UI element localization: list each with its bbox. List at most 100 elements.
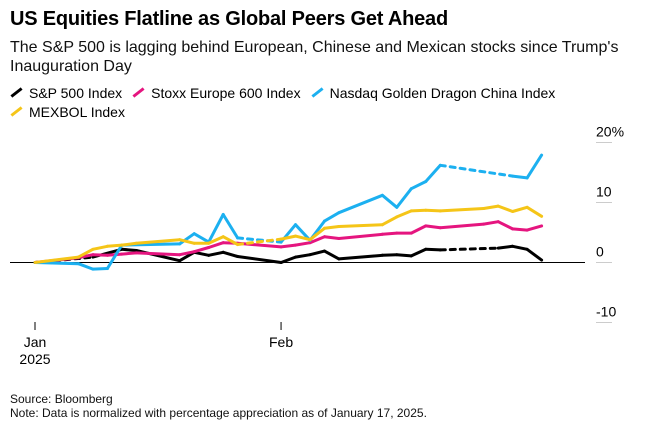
- series-segment: [236, 255, 283, 264]
- series-segment: [380, 215, 399, 227]
- x-tick-sublabel: 2025: [19, 351, 50, 367]
- series-segment: [323, 249, 341, 261]
- series-segment: [91, 267, 109, 271]
- series-segment: [337, 223, 384, 228]
- legend-item: MEXBOL Index: [10, 103, 125, 122]
- series-segment: [496, 220, 515, 231]
- series-segment: [525, 153, 544, 180]
- y-tick-label: -10: [596, 304, 616, 320]
- series-segment: [337, 193, 384, 215]
- series-segment: [409, 224, 428, 235]
- y-tick-label: 10: [596, 184, 612, 200]
- series-segment: [438, 222, 486, 230]
- series-segment: [192, 246, 211, 254]
- series-segment: [337, 253, 384, 261]
- chart-footer: Source: Bloomberg Note: Data is normaliz…: [10, 392, 427, 420]
- series-segment: [236, 241, 283, 249]
- series-segment: [207, 241, 225, 249]
- chart-title: US Equities Flatline as Global Peers Get…: [10, 8, 448, 30]
- legend-item: S&P 500 Index: [10, 84, 122, 103]
- series-segment: [337, 232, 384, 240]
- x-tick-label: Feb: [269, 334, 293, 350]
- series-segment: [178, 238, 196, 245]
- series-segment: [525, 224, 544, 232]
- series-segment: [76, 247, 95, 259]
- series-segment: [511, 244, 529, 251]
- series-segment: [33, 255, 80, 264]
- series-segment: [221, 250, 240, 258]
- series-segment: [221, 213, 240, 240]
- series-segment: [308, 235, 326, 245]
- series-segment: [120, 247, 138, 252]
- legend-label: S&P 500 Index: [29, 85, 123, 101]
- series-segment: [279, 255, 297, 264]
- series-segment: [192, 250, 211, 257]
- series-segment: [438, 163, 515, 178]
- series-segment: [424, 224, 442, 230]
- legend-label: MEXBOL Index: [29, 104, 125, 120]
- series-segment: [511, 174, 529, 180]
- series-segment: [207, 213, 225, 244]
- legend-item: Nasdaq Golden Dragon China Index: [311, 84, 556, 103]
- legend-label: Nasdaq Golden Dragon China Index: [329, 85, 556, 101]
- series-segment: [120, 251, 138, 256]
- series-segment: [178, 250, 196, 257]
- series-segment: [207, 250, 225, 257]
- series-segment: [323, 225, 341, 230]
- series-segment: [294, 241, 312, 247]
- series-segment: [380, 231, 399, 236]
- series-segment: [438, 246, 500, 252]
- series-segment: [308, 249, 326, 257]
- series-segment: [525, 205, 544, 218]
- series-segment: [207, 235, 225, 245]
- series-segment: [496, 244, 515, 250]
- series-segment: [380, 253, 399, 257]
- series-segment: [409, 208, 428, 213]
- series-segment: [525, 247, 544, 262]
- source-note: Source: Bloomberg: [10, 392, 113, 406]
- series-segment: [279, 234, 297, 241]
- series-segment: [380, 193, 399, 209]
- series-segment: [511, 205, 529, 213]
- legend-item: Stoxx Europe 600 Index: [132, 84, 301, 103]
- series-segment: [511, 227, 529, 232]
- series-segment: [323, 235, 341, 240]
- series-segment: [236, 237, 283, 246]
- series-segment: [395, 253, 413, 258]
- series-segment: [424, 247, 442, 252]
- x-tick-label: Jan: [24, 334, 47, 350]
- chart-subtitle: The S&P 500 is lagging behind European, …: [10, 39, 619, 75]
- series-segment: [409, 247, 428, 258]
- series-segment: [236, 236, 283, 244]
- series-segment: [294, 234, 312, 242]
- series-segment: [91, 244, 109, 251]
- series-segment: [221, 235, 240, 246]
- chart-legend: S&P 500 Index Stoxx Europe 600 Index Nasda…: [10, 84, 630, 122]
- series-segment: [323, 211, 341, 223]
- series-segment: [91, 253, 109, 257]
- series-segment: [482, 220, 500, 226]
- series-segment: [76, 262, 95, 271]
- legend-label: Stoxx Europe 600 Index: [151, 85, 301, 101]
- series-segment: [482, 204, 500, 210]
- series-segment: [134, 238, 182, 245]
- series-segment: [120, 241, 138, 247]
- y-tick-label: 0: [596, 244, 604, 260]
- series-segment: [395, 209, 413, 219]
- series-segment: [438, 207, 486, 213]
- series-segment: [496, 204, 515, 213]
- series-segment: [192, 232, 211, 244]
- series-segment: [424, 208, 442, 213]
- series-segment: [105, 243, 124, 248]
- series-segment: [424, 163, 442, 183]
- series-segment: [105, 243, 124, 270]
- series-segment: [134, 251, 182, 257]
- data-note: Note: Data is normalized with percentage…: [10, 406, 427, 420]
- series-segment: [395, 187, 413, 209]
- series-segment: [308, 226, 326, 242]
- series-segment: [178, 232, 196, 246]
- series-segment: [294, 253, 312, 259]
- series-segment: [409, 180, 428, 191]
- y-tick-label: 20%: [596, 124, 624, 140]
